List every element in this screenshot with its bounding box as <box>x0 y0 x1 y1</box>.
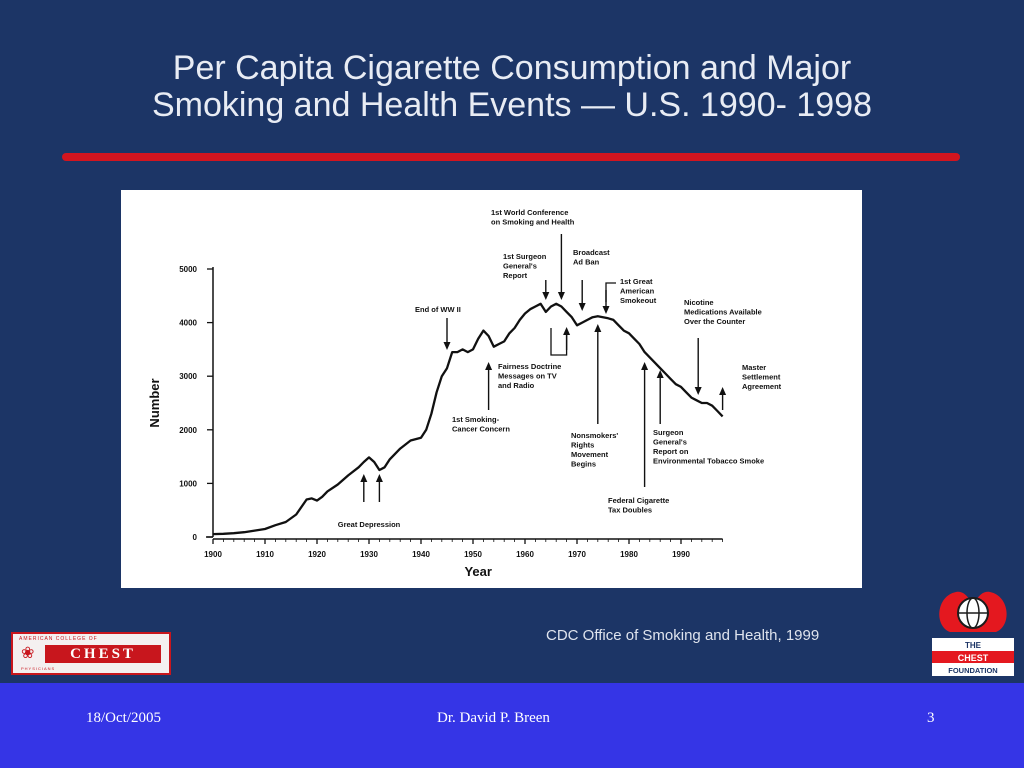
y-axis-label: Number <box>147 378 162 427</box>
x-tick-label: 1910 <box>256 550 274 559</box>
nicotine-medications-arrow-head <box>694 387 702 395</box>
annotation-label: Surgeon <box>653 428 684 437</box>
annotation-label: 1st Smoking- <box>452 415 500 424</box>
chest-logo-word: CHEST <box>45 645 161 663</box>
chest-logo-top-text: AMERICAN COLLEGE OF <box>19 636 98 642</box>
annotation-label: Ad Ban <box>573 258 600 267</box>
fairness-doctrine-arrow-head <box>563 327 571 335</box>
chest-logo-bottom-text: PHYSICIANS <box>21 666 56 671</box>
y-tick-label: 3000 <box>179 372 197 381</box>
x-tick-label: 1930 <box>360 550 378 559</box>
ww2-arrow-head <box>443 342 451 350</box>
slide-footer: 18/Oct/2005 Dr. David P. Breen 3 <box>0 683 1024 768</box>
x-tick-label: 1920 <box>308 550 326 559</box>
annotation-label: 1st Great <box>620 277 653 286</box>
y-tick-label: 2000 <box>179 426 197 435</box>
source-citation: CDC Office of Smoking and Health, 1999 <box>546 627 820 644</box>
annotation-label: Fairness Doctrine <box>498 362 561 371</box>
world-conference-arrow-head <box>557 292 565 300</box>
footer-date: 18/Oct/2005 <box>86 710 161 726</box>
annotation-label: General's <box>503 262 537 271</box>
annotation-label: Cancer Concern <box>452 425 510 434</box>
y-tick-label: 1000 <box>179 479 197 488</box>
broadcast-ban-arrow-head <box>578 303 586 311</box>
ets-report-arrow-head <box>656 370 664 378</box>
foundation-logo-line-1: THE <box>965 641 982 650</box>
annotation-label: Agreement <box>742 382 782 391</box>
great-depression-arrow-head <box>360 474 368 482</box>
x-tick-label: 1940 <box>412 550 430 559</box>
title-rule <box>62 153 960 161</box>
annotation-label: Environmental Tobacco Smoke <box>653 457 764 466</box>
annotation-label: Medications Available <box>684 308 762 317</box>
annotation-label: Rights <box>571 441 594 450</box>
chest-foundation-logo: THE CHEST FOUNDATION <box>932 591 1014 676</box>
footer-page-number: 3 <box>927 710 935 726</box>
annotation-label: American <box>620 287 655 296</box>
annotation-label: Tax Doubles <box>608 506 652 515</box>
foundation-logo-line-2: CHEST <box>958 653 989 663</box>
annotation-label: Federal Cigarette <box>608 496 669 505</box>
y-tick-label: 5000 <box>179 265 197 274</box>
slide-title: Per Capita Cigarette Consumption and Maj… <box>0 50 1024 124</box>
annotation-label: Settlement <box>742 373 781 382</box>
x-tick-label: 1900 <box>204 550 222 559</box>
surgeon-general-arrow-head <box>542 292 550 300</box>
consumption-chart: 0 1000 2000 3000 4000 5000 1900 1910 1920 1930 194… <box>147 208 782 579</box>
x-tick-label: 1960 <box>516 550 534 559</box>
chest-logo: AMERICAN COLLEGE OF ❀ CHEST PHYSICIANS <box>11 632 171 675</box>
footer-author: Dr. David P. Breen <box>437 710 550 726</box>
annotation-label: Great Depression <box>338 520 401 529</box>
foundation-logo-line-3: FOUNDATION <box>948 666 997 675</box>
x-axis-label: Year <box>464 564 491 579</box>
smokeout-bracket <box>605 282 616 302</box>
annotation-label: on Smoking and Health <box>491 218 575 227</box>
chart-panel: 0 1000 2000 3000 4000 5000 1900 1910 1920 1930 194… <box>121 190 862 588</box>
annotation-label: Nicotine <box>684 298 714 307</box>
title-line-2: Smoking and Health Events — U.S. 1990- 1… <box>151 86 873 124</box>
x-tick-label: 1990 <box>672 550 690 559</box>
title-line-1: Per Capita Cigarette Consumption and Maj… <box>172 49 852 87</box>
annotation-label: Broadcast <box>573 248 610 257</box>
slide: Per Capita Cigarette Consumption and Maj… <box>0 49 1024 676</box>
chest-emblem-icon: ❀ <box>21 645 35 662</box>
annotation-label: Smokeout <box>620 296 657 305</box>
annotation-label: End of WW II <box>415 305 461 314</box>
annotation-label: 1st World Conference <box>491 208 568 217</box>
consumption-line <box>212 302 724 536</box>
smoking-cancer-arrow-head <box>485 362 493 370</box>
master-settlement-arrow-head <box>719 387 727 395</box>
annotation-label: Movement <box>571 450 609 459</box>
annotation-label: General's <box>653 438 687 447</box>
annotation-label: Report on <box>653 447 689 456</box>
fairness-doctrine-bracket <box>550 327 568 356</box>
annotation-label: and Radio <box>498 381 535 390</box>
great-depression-arrow-2-head <box>375 474 383 482</box>
y-tick-label: 4000 <box>179 319 197 328</box>
annotation-label: Over the Counter <box>684 317 745 326</box>
annotation-label: Report <box>503 271 528 280</box>
annotation-label: Begins <box>571 460 596 469</box>
nonsmokers-rights-arrow-head <box>594 324 602 332</box>
annotation-label: Messages on TV <box>498 372 557 381</box>
y-tick-label: 0 <box>193 533 198 542</box>
annotation-label: Nonsmokers' <box>571 431 618 440</box>
x-tick-label: 1970 <box>568 550 586 559</box>
federal-tax-arrow-head <box>641 362 649 370</box>
annotation-label: 1st Surgeon <box>503 252 547 261</box>
annotation-label: Master <box>742 363 766 372</box>
smokeout-arrow-head <box>602 306 610 314</box>
x-tick-label: 1980 <box>620 550 638 559</box>
x-tick-label: 1950 <box>464 550 482 559</box>
